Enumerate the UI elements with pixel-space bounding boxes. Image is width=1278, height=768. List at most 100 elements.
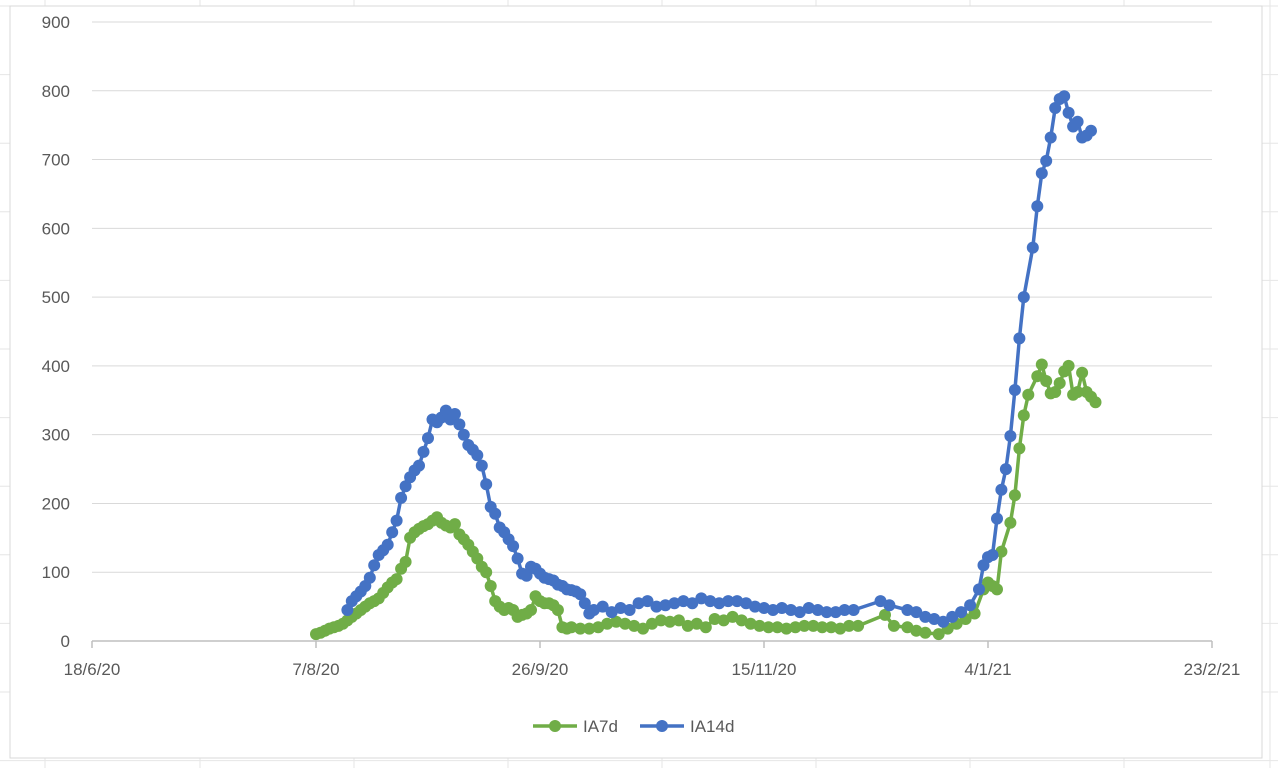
data-point xyxy=(511,552,524,565)
data-point xyxy=(825,621,838,634)
data-point xyxy=(471,449,484,462)
x-tick-label: 4/1/21 xyxy=(964,660,1011,679)
data-point xyxy=(704,595,717,608)
data-point xyxy=(883,599,896,612)
data-point xyxy=(1008,384,1021,396)
data-point xyxy=(789,621,802,634)
data-point xyxy=(753,619,766,632)
data-point xyxy=(659,599,672,612)
data-point xyxy=(341,604,354,616)
y-tick-label: 800 xyxy=(42,82,70,101)
y-tick-label: 700 xyxy=(42,151,70,170)
data-point xyxy=(1017,409,1030,422)
data-point xyxy=(919,626,932,639)
data-point xyxy=(507,540,520,553)
data-point xyxy=(879,608,891,621)
data-point xyxy=(758,602,770,614)
data-point xyxy=(973,583,985,596)
data-point xyxy=(1040,375,1053,387)
data-point xyxy=(1076,366,1089,379)
data-point xyxy=(668,597,681,610)
data-point xyxy=(690,617,703,630)
data-point xyxy=(735,614,748,627)
data-point xyxy=(663,615,676,628)
data-point xyxy=(726,610,739,623)
data-point xyxy=(1049,102,1062,114)
series-layer xyxy=(310,90,1102,641)
data-point xyxy=(852,619,865,632)
data-point xyxy=(847,604,860,616)
data-point xyxy=(655,614,667,627)
data-point xyxy=(623,604,636,616)
data-point xyxy=(793,606,806,619)
x-tick-label: 7/8/20 xyxy=(292,660,339,679)
data-point xyxy=(816,621,829,634)
data-point xyxy=(574,588,587,601)
data-point xyxy=(381,538,394,551)
x-tick-label: 23/2/21 xyxy=(1184,660,1241,679)
data-point xyxy=(1004,516,1017,529)
data-point xyxy=(641,595,654,608)
data-point xyxy=(1044,131,1057,144)
data-point xyxy=(475,459,488,472)
data-point xyxy=(386,526,399,539)
data-point xyxy=(596,600,609,613)
data-point xyxy=(1053,377,1066,390)
data-point xyxy=(1022,388,1035,401)
data-point xyxy=(1031,370,1044,383)
data-point xyxy=(780,622,793,635)
data-point xyxy=(1031,200,1044,213)
data-point xyxy=(1040,154,1053,167)
y-tick-label: 100 xyxy=(42,563,70,582)
y-tick-label: 300 xyxy=(42,426,70,445)
data-point xyxy=(681,619,694,632)
data-point xyxy=(417,445,430,458)
data-point xyxy=(399,555,412,568)
data-point xyxy=(525,604,537,616)
data-point xyxy=(731,595,744,608)
y-tick-label: 400 xyxy=(42,357,70,376)
data-point xyxy=(489,507,502,520)
data-point xyxy=(1062,106,1075,119)
data-point xyxy=(1085,124,1097,137)
x-tick-label: 18/6/20 xyxy=(64,660,121,679)
data-point xyxy=(1071,115,1084,128)
y-tick-label: 0 xyxy=(61,632,70,651)
data-point xyxy=(422,432,434,445)
data-point xyxy=(1071,386,1084,398)
data-point xyxy=(955,606,968,619)
data-point xyxy=(991,512,1003,525)
data-point xyxy=(807,619,820,632)
data-point xyxy=(910,606,923,619)
data-point xyxy=(1089,396,1102,409)
legend-marker xyxy=(549,720,561,732)
data-point xyxy=(1058,90,1071,103)
series-IA7d xyxy=(310,358,1102,641)
data-point xyxy=(946,610,959,623)
legend-item-IA7d: IA7d xyxy=(533,717,618,736)
data-point xyxy=(413,459,425,472)
data-point xyxy=(699,621,712,634)
data-point xyxy=(708,613,721,625)
data-point xyxy=(1013,332,1026,345)
data-point xyxy=(713,597,726,610)
y-tick-label: 600 xyxy=(42,219,70,238)
y-tick-label: 900 xyxy=(42,13,70,32)
data-point xyxy=(390,514,403,527)
data-point xyxy=(480,566,493,579)
legend: IA7d IA14d xyxy=(533,717,734,736)
x-axis: 18/6/20 7/8/20 26/9/20 15/11/20 4/1/21 23/2/2… xyxy=(64,640,1241,679)
data-point xyxy=(1035,167,1048,180)
data-point xyxy=(453,418,466,431)
data-point xyxy=(578,597,591,610)
data-point xyxy=(964,599,977,612)
data-point xyxy=(605,606,618,619)
data-point xyxy=(995,483,1008,496)
data-point xyxy=(986,549,999,561)
x-tick-label: 15/11/20 xyxy=(732,660,797,679)
data-point xyxy=(574,622,587,635)
data-point xyxy=(448,408,461,420)
data-point xyxy=(843,619,856,632)
data-point xyxy=(672,614,685,627)
